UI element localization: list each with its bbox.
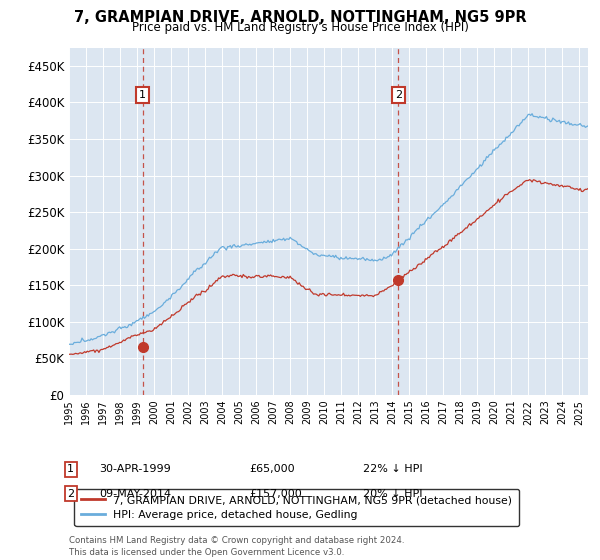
Text: Price paid vs. HM Land Registry's House Price Index (HPI): Price paid vs. HM Land Registry's House … [131, 21, 469, 34]
Text: 09-MAY-2014: 09-MAY-2014 [99, 489, 171, 499]
Text: £65,000: £65,000 [249, 464, 295, 474]
Text: Contains HM Land Registry data © Crown copyright and database right 2024.
This d: Contains HM Land Registry data © Crown c… [69, 536, 404, 557]
Text: 2: 2 [395, 90, 402, 100]
Text: 30-APR-1999: 30-APR-1999 [99, 464, 171, 474]
Text: 20% ↓ HPI: 20% ↓ HPI [363, 489, 422, 499]
Legend: 7, GRAMPIAN DRIVE, ARNOLD, NOTTINGHAM, NG5 9PR (detached house), HPI: Average pr: 7, GRAMPIAN DRIVE, ARNOLD, NOTTINGHAM, N… [74, 489, 519, 526]
Text: 2: 2 [67, 489, 74, 499]
Text: 7, GRAMPIAN DRIVE, ARNOLD, NOTTINGHAM, NG5 9PR: 7, GRAMPIAN DRIVE, ARNOLD, NOTTINGHAM, N… [74, 10, 526, 25]
Text: 1: 1 [139, 90, 146, 100]
Text: 1: 1 [67, 464, 74, 474]
Text: £157,000: £157,000 [249, 489, 302, 499]
Text: 22% ↓ HPI: 22% ↓ HPI [363, 464, 422, 474]
